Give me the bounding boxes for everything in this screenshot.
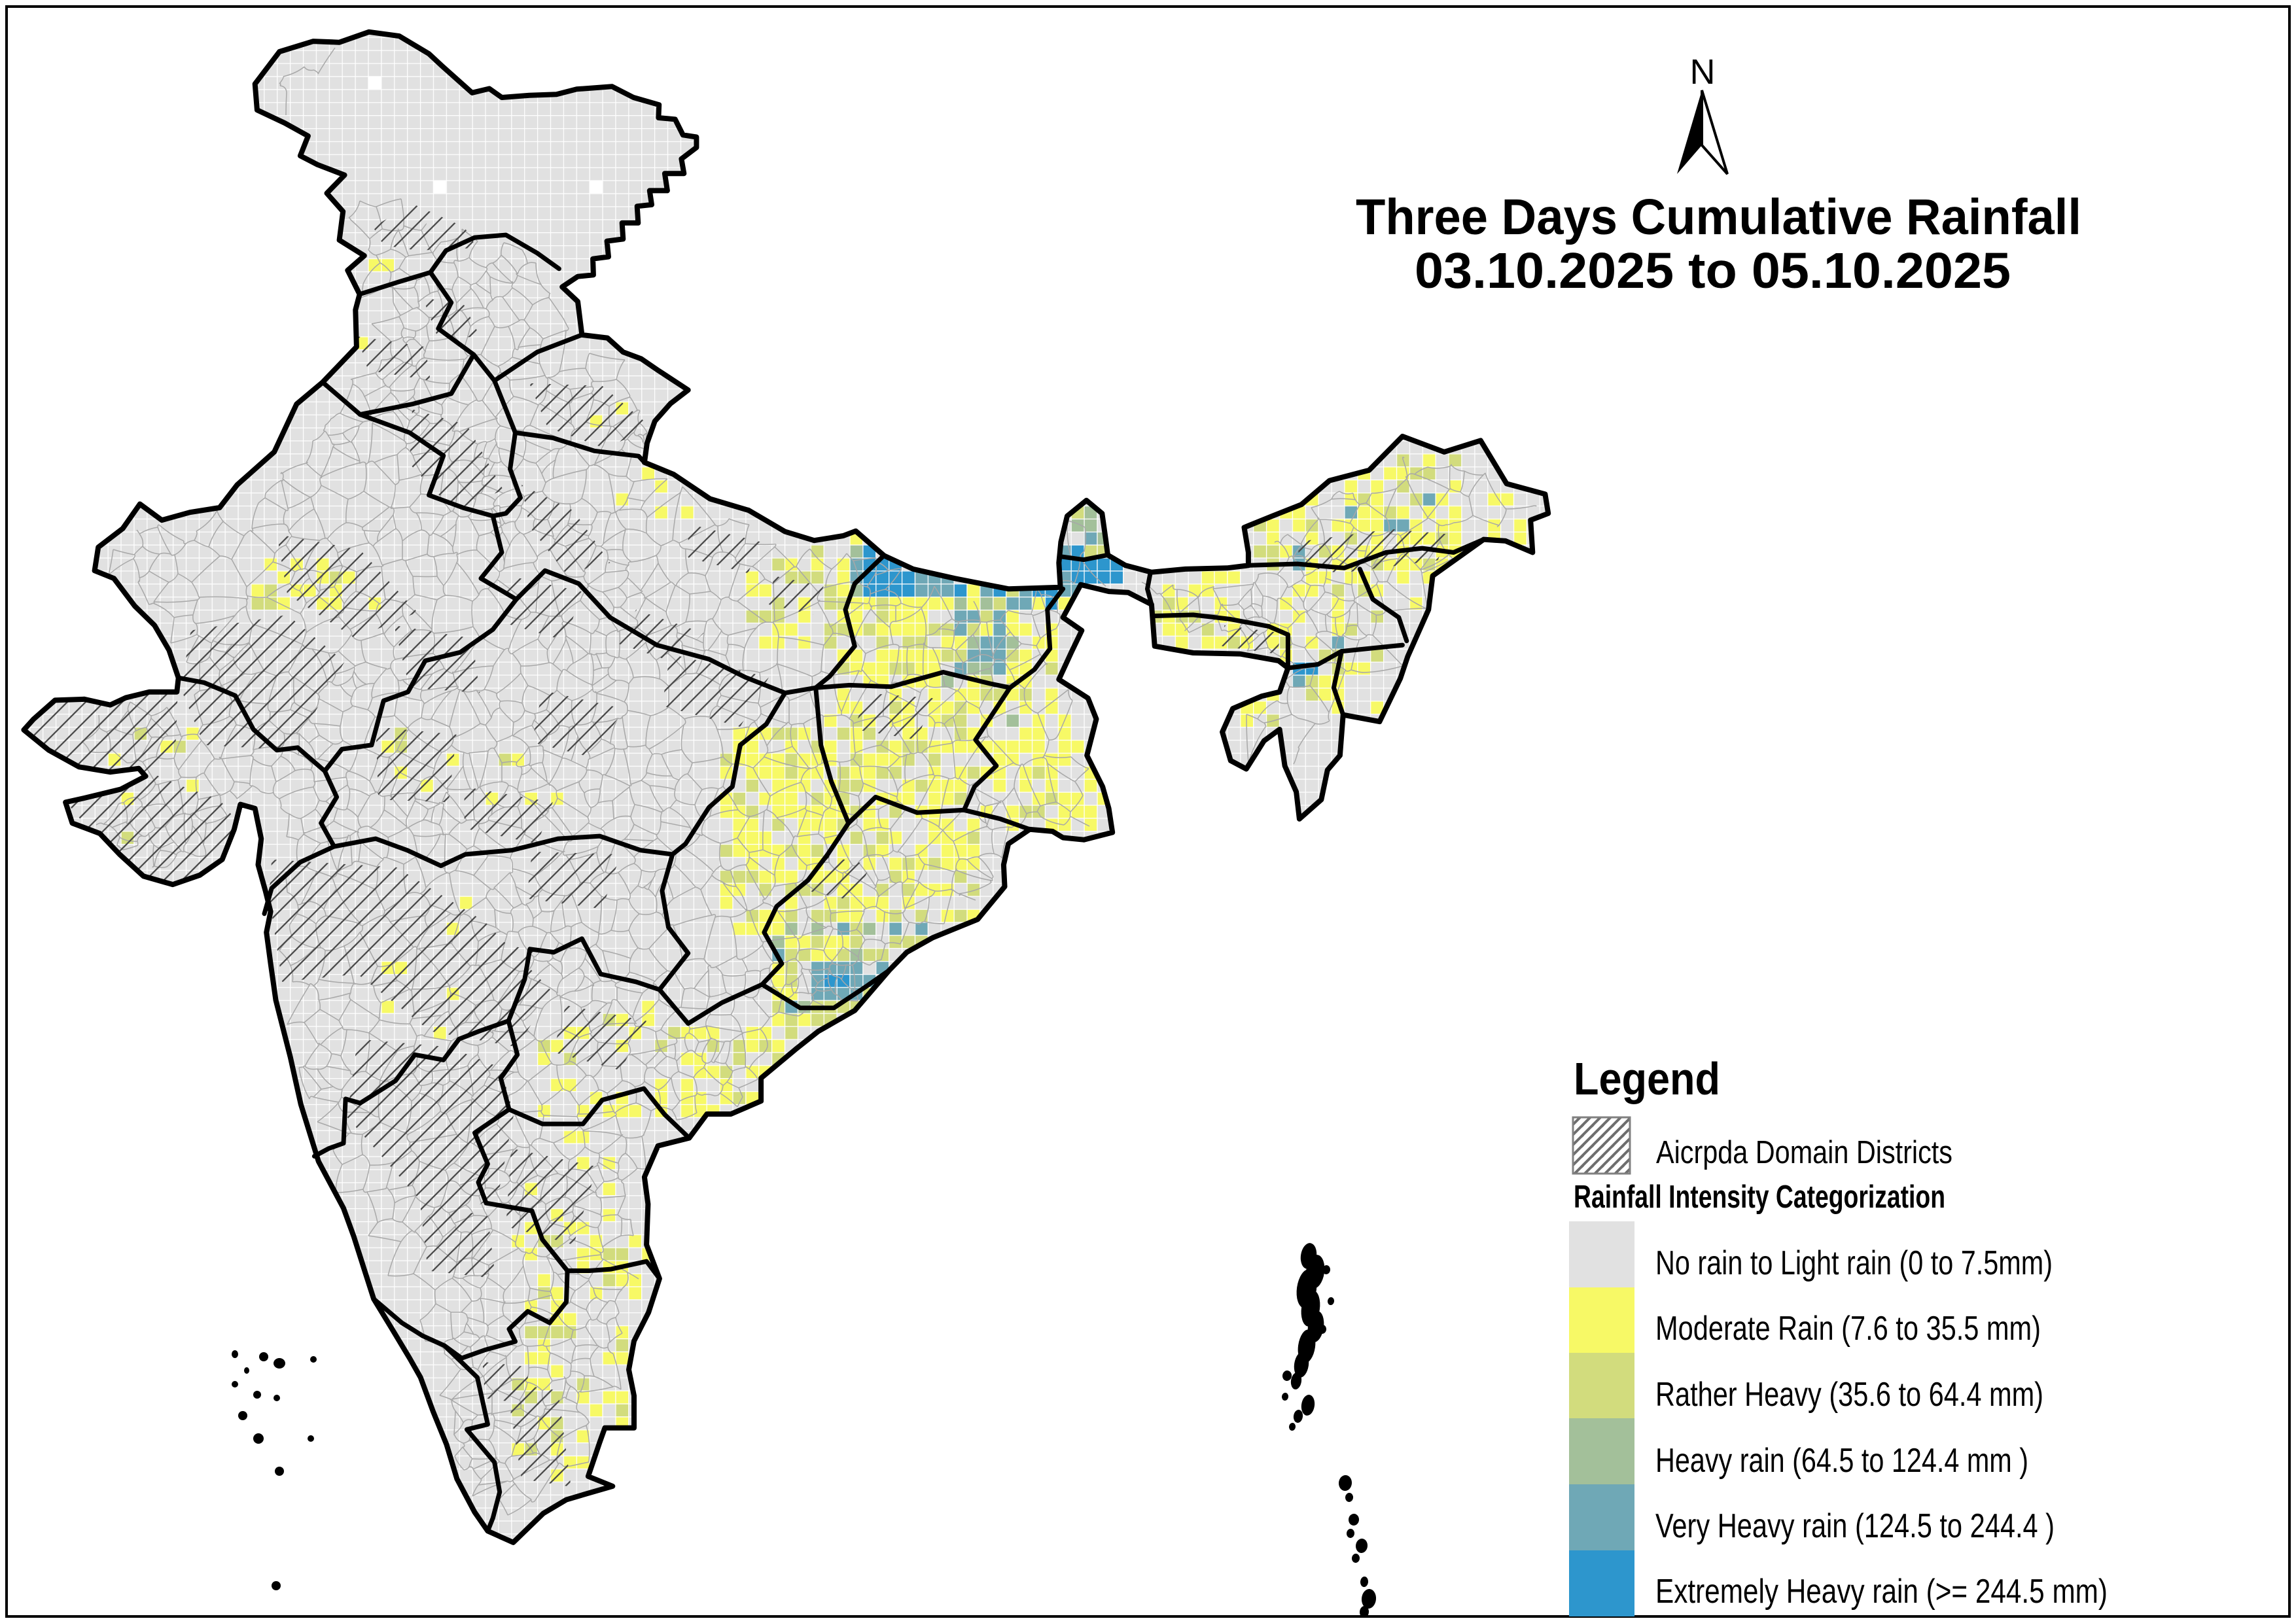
svg-text:Moderate Rain (7.6 to 35.5 mm): Moderate Rain (7.6 to 35.5 mm)	[1655, 1310, 2041, 1348]
svg-text:Heavy rain (64.5 to 124.4 mm ): Heavy rain (64.5 to 124.4 mm )	[1655, 1442, 2028, 1480]
svg-text:Legend: Legend	[1574, 1053, 1720, 1104]
svg-text:Rainfall Intensity Categorizat: Rainfall Intensity Categorization	[1574, 1179, 1945, 1215]
svg-text:Very Heavy rain (124.5 to 244.: Very Heavy rain (124.5 to 244.4 )	[1655, 1507, 2055, 1545]
svg-text:Three Days Cumulative Rainfall: Three Days Cumulative Rainfall	[1356, 189, 2081, 245]
svg-text:Rather Heavy (35.6 to 64.4 mm): Rather Heavy (35.6 to 64.4 mm)	[1655, 1376, 2043, 1414]
svg-text:No rain to Light rain (0 to 7.: No rain to Light rain (0 to 7.5mm)	[1655, 1244, 2053, 1282]
svg-text:N: N	[1690, 52, 1716, 92]
svg-text:03.10.2025 to 05.10.2025: 03.10.2025 to 05.10.2025	[1415, 243, 2011, 299]
svg-text:Aicrpda Domain Districts: Aicrpda Domain Districts	[1656, 1135, 1952, 1170]
svg-text:Extremely Heavy rain (>= 244.: Extremely Heavy rain (>= 244.5 mm)	[1655, 1573, 2108, 1611]
